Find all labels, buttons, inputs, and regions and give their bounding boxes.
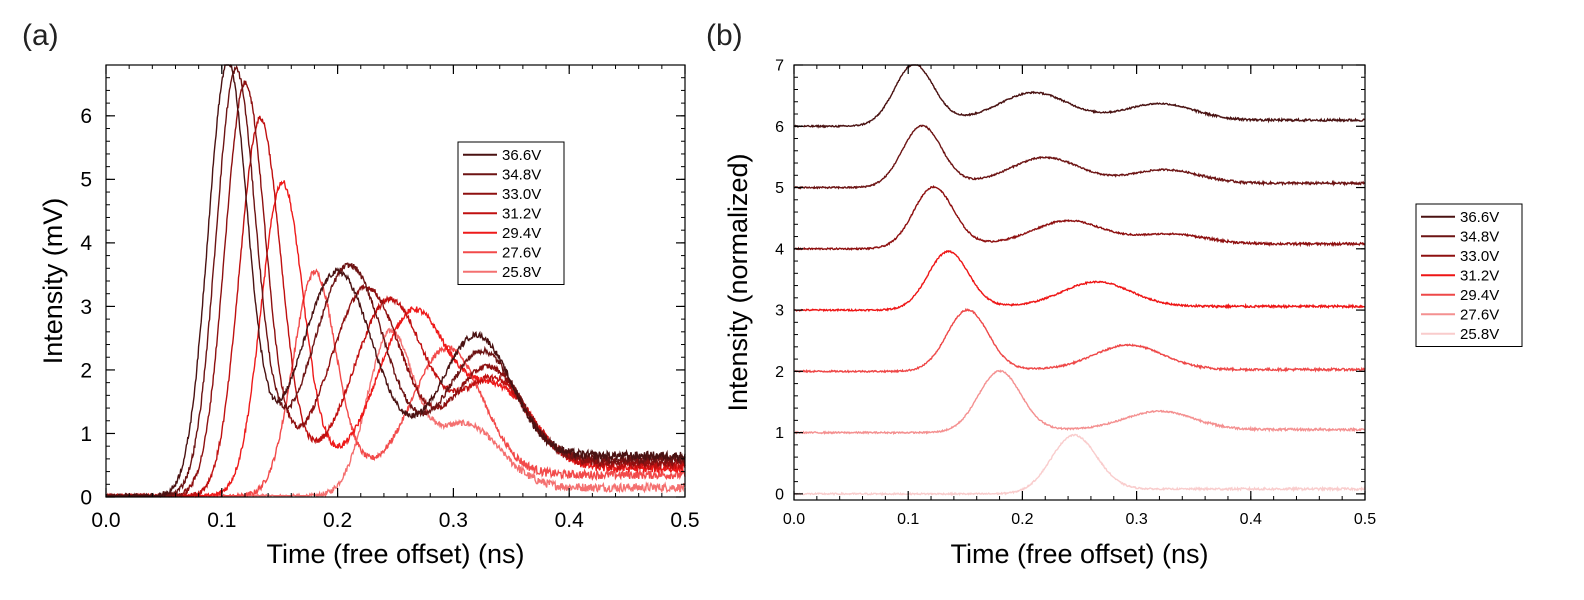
x-tick-label: 0.5 [1354,511,1376,528]
legend-label: 34.8V [1460,228,1499,245]
chart-panel-a: (a) 0.0 0.1 0.2 0.3 0.4 0.5 0 1 2 3 4 5 6 Time (free o… [22,19,700,569]
x-axis-label: Time (free offset) (ns) [266,539,524,569]
legend-label: 33.0V [1460,248,1499,265]
panel-label: (b) [706,19,743,52]
legend-label: 31.2V [1460,267,1499,284]
y-tick-label: 3 [80,296,92,319]
series-line-34.8V [793,124,1366,190]
legend-label: 25.8V [1460,326,1499,343]
y-tick-label: 4 [80,232,92,255]
x-tick-label: 0.5 [670,509,699,532]
y-tick-label: 1 [80,423,92,446]
legend-label: 34.8V [502,166,541,183]
x-tick-label: 0.4 [1240,511,1262,528]
legend-label: 25.8V [502,264,541,281]
x-tick-label: 0.0 [91,509,120,532]
plot-frame [793,64,1366,501]
y-tick-label: 2 [80,359,92,382]
legend: 36.6V 34.8V 33.0V 31.2V 29.4V 27.6V 25.8V [457,141,565,285]
legend: 36.6V 34.8V 33.0V 31.2V 29.4V 27.6V 25.8V [1415,203,1523,347]
series-line-33.0V [793,184,1366,251]
y-tick-label: 6 [80,105,92,128]
series-line-36.6V [793,64,1366,129]
plot-area [793,64,1366,497]
x-tick-label: 0.3 [1125,511,1147,528]
legend-label: 29.4V [502,225,541,242]
x-tick-label: 0.1 [207,509,236,532]
series-line-31.2V [793,250,1366,313]
x-tick-label: 0.3 [439,509,468,532]
y-tick-label: 4 [775,241,784,258]
series-line-25.8V [793,433,1366,497]
y-tick-label: 0 [80,486,92,509]
series-line-25.8V [106,327,686,499]
x-tick-label: 0.2 [323,509,352,532]
series-line-31.2V [106,115,686,499]
legend-label: 31.2V [502,205,541,222]
legend-label: 33.0V [502,186,541,203]
series-line-27.6V [793,369,1366,436]
y-tick-label: 7 [775,58,784,75]
legend-label: 29.4V [1460,287,1499,304]
y-tick-label: 6 [775,119,784,136]
y-axis-label: Intensity (mV) [38,198,68,365]
chart-panel-b: (b) 0.0 0.1 0.2 0.3 0.4 0.5 0 1 2 3 4 5 6 7 Time (free … [706,19,1523,569]
y-tick-label: 1 [775,425,784,442]
y-tick-label: 5 [775,180,784,197]
y-tick-label: 5 [80,169,92,192]
legend-label: 36.6V [502,147,541,164]
y-tick-label: 0 [775,486,784,503]
plot-area [105,64,686,499]
legend-label: 36.6V [1460,209,1499,226]
x-tick-label: 0.2 [1011,511,1033,528]
x-tick-label: 0.0 [783,511,805,528]
y-axis-label: Intensity (normalized) [723,153,753,411]
x-axis-label: Time (free offset) (ns) [950,539,1208,569]
x-tick-label: 0.4 [555,509,585,532]
series-line-36.6V [105,64,686,499]
legend-label: 27.6V [1460,306,1499,323]
y-tick-label: 3 [775,303,784,320]
series-line-29.4V [793,307,1366,374]
legend-label: 27.6V [502,244,541,261]
y-tick-label: 2 [775,364,784,381]
x-tick-label: 0.1 [897,511,919,528]
panel-label: (a) [22,19,59,52]
